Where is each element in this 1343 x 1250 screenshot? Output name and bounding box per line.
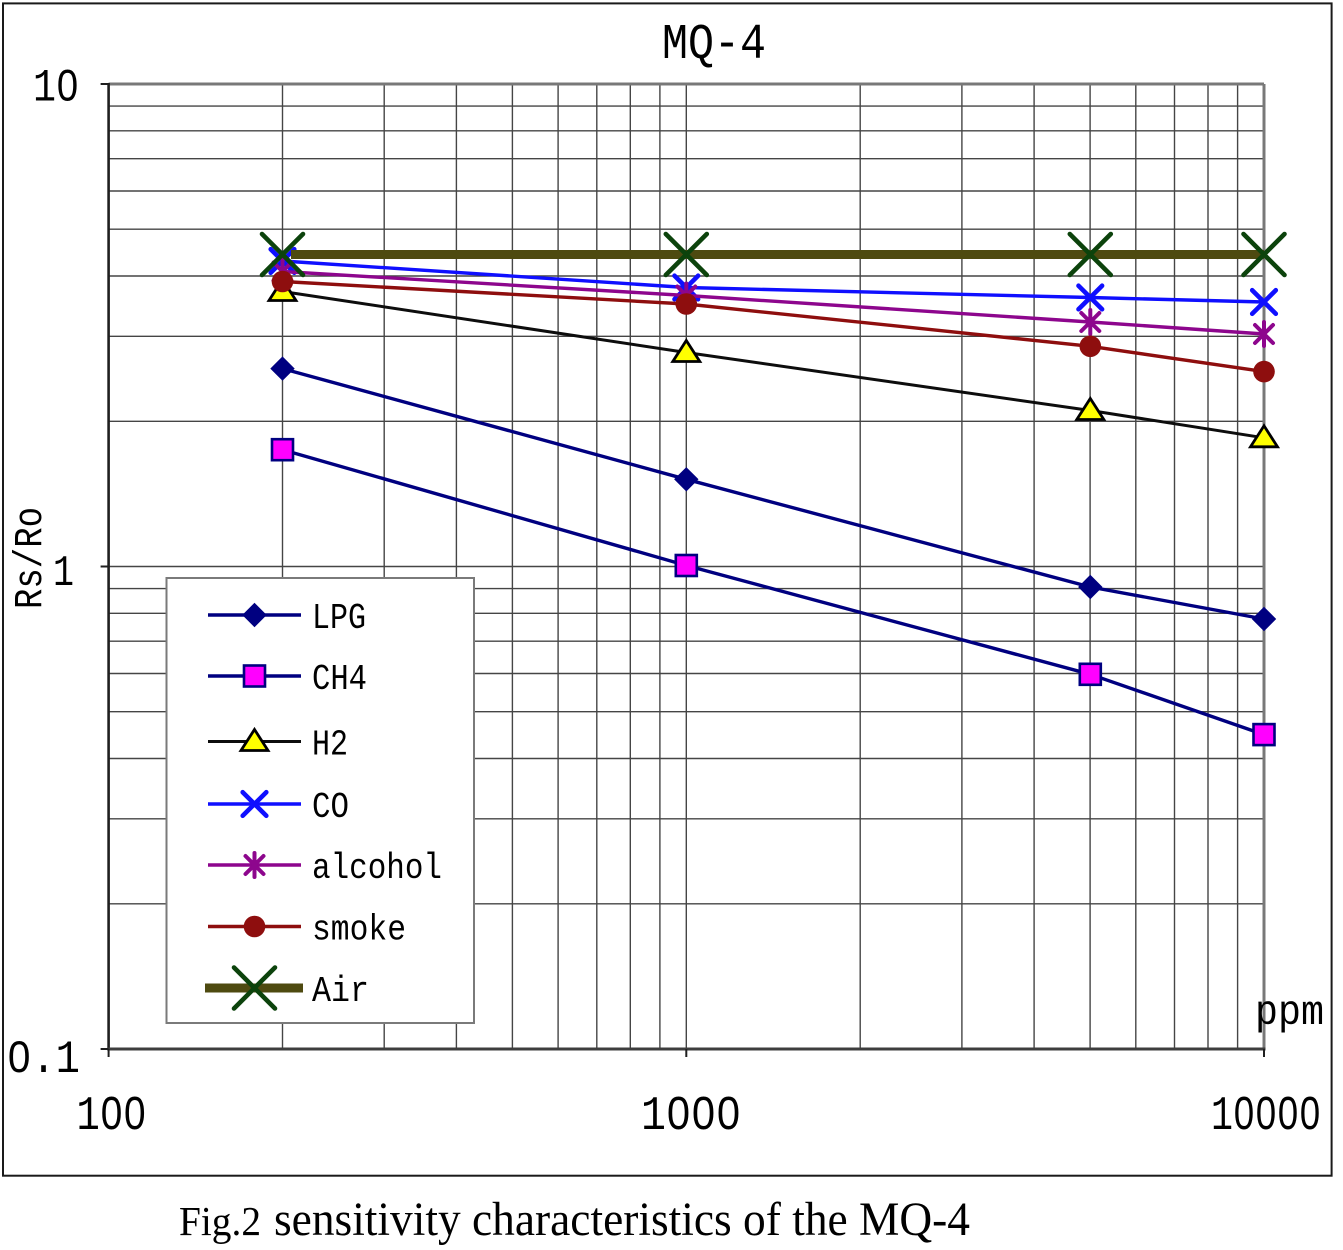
svg-text:alcohol: alcohol <box>312 848 442 889</box>
svg-text:Rs/Ro: Rs/Ro <box>9 507 54 609</box>
svg-text:ppm: ppm <box>1255 989 1324 1037</box>
svg-text:CO: CO <box>312 787 349 828</box>
svg-text:1000: 1000 <box>641 1090 741 1144</box>
svg-text:Air: Air <box>312 971 369 1012</box>
svg-text:MQ-4: MQ-4 <box>662 17 766 74</box>
svg-text:LPG: LPG <box>312 598 366 639</box>
svg-text:smoke: smoke <box>312 910 406 951</box>
svg-text:1: 1 <box>53 549 74 599</box>
svg-text:10: 10 <box>33 63 79 115</box>
svg-text:H2: H2 <box>312 725 348 766</box>
svg-text:sensitivity characteristics of: sensitivity characteristics of the MQ-4 <box>274 1193 970 1246</box>
svg-text:CH4: CH4 <box>312 659 367 700</box>
svg-text:Fig.2: Fig.2 <box>179 1198 261 1244</box>
